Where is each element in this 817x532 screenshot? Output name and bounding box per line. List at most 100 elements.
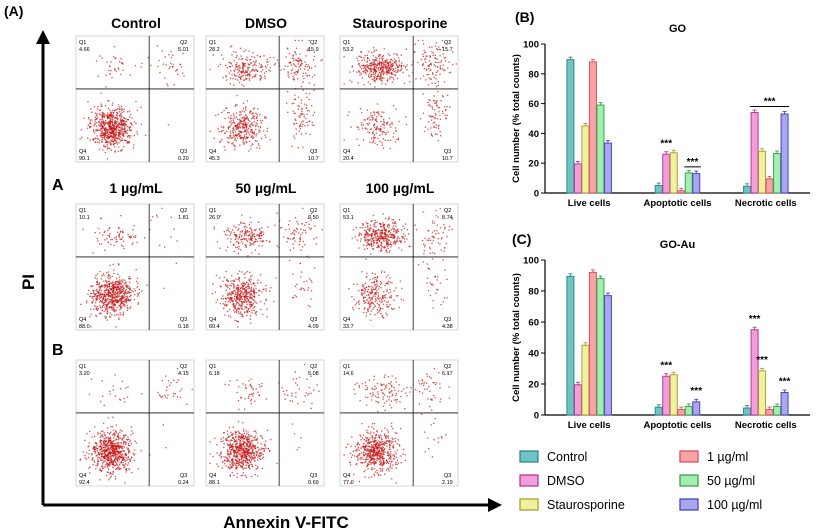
chart-y-tick-label: 0 xyxy=(534,189,539,200)
quadrant-q3-value: 10.7 xyxy=(308,156,319,162)
bar-1-g-ml-live-cells xyxy=(588,271,597,416)
quadrant-q1-label: Q1 xyxy=(209,40,216,46)
row-label-a: A xyxy=(52,177,64,194)
chart-y-tick-label: 100 xyxy=(523,256,539,267)
quadrant-q2-label: Q2 xyxy=(444,208,451,214)
col-title-50ug: 50 µg/mL xyxy=(236,180,297,196)
chart-ylabel: Cell number (% total counts) xyxy=(511,273,522,402)
bar-staurosporine-live-cells xyxy=(581,125,590,194)
quadrant-q1-label: Q1 xyxy=(343,208,350,214)
flow-plot-frame xyxy=(205,359,325,487)
flow-plot-dots xyxy=(79,45,185,160)
flow-plot-frame xyxy=(75,203,195,331)
bar-50-g-ml-live-cells xyxy=(596,104,605,194)
quadrant-q2-value: 9.50 xyxy=(308,215,319,221)
bar-100-g-ml-live-cells xyxy=(603,142,612,194)
legend-label: 50 µg/ml xyxy=(707,474,755,488)
quadrant-q1-value: 10.1 xyxy=(79,215,90,221)
chart-y-tick-label: 40 xyxy=(528,129,539,140)
bar-1-g-ml-necrotic-cells xyxy=(765,409,774,416)
flow-plot-dots xyxy=(343,39,457,150)
col-title-control: Control xyxy=(111,15,161,31)
quadrant-q2-label: Q2 xyxy=(444,364,451,370)
quadrant-q3-label: Q3 xyxy=(180,473,187,479)
bar-1-g-ml-necrotic-cells xyxy=(765,178,774,194)
quadrant-q1-label: Q1 xyxy=(79,40,86,46)
bar-staurosporine-live-cells xyxy=(581,344,590,416)
quadrant-q3-label: Q3 xyxy=(444,149,451,155)
legend-swatch xyxy=(519,498,539,511)
bar-50-g-ml-apoptotic-cells xyxy=(684,405,693,416)
quadrant-q4-label: Q4 xyxy=(209,149,216,155)
y-axis-label-pi: PI xyxy=(19,274,38,290)
bar-50-g-ml-necrotic-cells xyxy=(773,405,782,416)
legend-item-0: Control xyxy=(519,450,587,464)
chart-category-label: Apoptotic cells xyxy=(643,420,711,431)
chart-y-tick-label: 60 xyxy=(528,99,539,110)
quadrant-q3-label: Q3 xyxy=(180,149,187,155)
quadrant-q2-value: 4.15 xyxy=(178,371,189,377)
bar-chart-go-au: GO-Au Cell number (% total counts) 0 20 40 60… xyxy=(511,239,810,431)
bar-control-necrotic-cells xyxy=(743,185,752,194)
chart-y-tick-label: 40 xyxy=(528,349,539,360)
significance-marker: *** xyxy=(687,157,699,168)
legend-swatch xyxy=(679,450,699,463)
legend-label: 1 µg/ml xyxy=(707,450,748,464)
quadrant-q1-value: 4.66 xyxy=(79,47,90,53)
quadrant-q2-label: Q2 xyxy=(310,364,317,370)
chart-category-label: Necrotic cells xyxy=(735,420,797,431)
quadrant-q1-label: Q1 xyxy=(343,364,350,370)
col-title-staurosporine: Staurosporine xyxy=(353,15,448,31)
panel-label-b: (B) xyxy=(515,9,534,25)
quadrant-q2-value: 8.74 xyxy=(442,215,453,221)
quadrant-q2-value: 6.17 xyxy=(442,371,453,377)
legend-swatch xyxy=(519,450,539,463)
quadrant-q3-value: 4.09 xyxy=(308,324,319,330)
quadrant-q3-label: Q3 xyxy=(444,317,451,323)
quadrant-q4-label: Q4 xyxy=(343,473,350,479)
chart-y-tick-label: 80 xyxy=(528,287,539,298)
legend-swatch xyxy=(519,474,539,487)
legend-item-2: Staurosporine xyxy=(519,498,625,512)
quadrant-q1-label: Q1 xyxy=(79,208,86,214)
bar-dmso-apoptotic-cells xyxy=(662,375,671,416)
bar-100-g-ml-live-cells xyxy=(603,295,612,416)
quadrant-q4-label: Q4 xyxy=(209,317,216,323)
bar-dmso-necrotic-cells xyxy=(750,329,759,416)
flow-plot-grid: Q14.66Q25.01Q490.1Q30.20Q128.2Q215.9Q445… xyxy=(75,35,459,487)
significance-marker: *** xyxy=(660,360,672,371)
legend-label: Staurosporine xyxy=(547,498,625,512)
significance-marker: *** xyxy=(660,138,672,149)
quadrant-q1-value: 28.2 xyxy=(209,47,220,53)
bar-staurosporine-apoptotic-cells xyxy=(669,152,678,194)
bar-control-apoptotic-cells xyxy=(654,406,663,416)
chart-title: GO-Au xyxy=(660,239,695,251)
flow-plot-dots xyxy=(209,363,320,478)
bar-dmso-necrotic-cells xyxy=(750,112,759,194)
quadrant-q4-value: 60.4 xyxy=(209,324,220,330)
quadrant-q4-value: 77.0 xyxy=(343,480,354,486)
quadrant-q4-label: Q4 xyxy=(79,473,86,479)
bar-dmso-apoptotic-cells xyxy=(662,153,671,194)
quadrant-q3-label: Q3 xyxy=(310,473,317,479)
col-title-dmso: DMSO xyxy=(245,15,287,31)
quadrant-q3-label: Q3 xyxy=(310,149,317,155)
quadrant-q2-label: Q2 xyxy=(444,40,451,46)
quadrant-q4-value: 88.1 xyxy=(209,480,220,486)
quadrant-q2-label: Q2 xyxy=(180,364,187,370)
bar-1-g-ml-apoptotic-cells xyxy=(677,190,686,194)
legend-item-5: 100 µg/ml xyxy=(679,498,762,512)
bar-control-live-cells xyxy=(566,59,575,194)
quadrant-q4-label: Q4 xyxy=(209,473,216,479)
bar-100-g-ml-necrotic-cells xyxy=(780,113,789,194)
bar-control-live-cells xyxy=(566,275,575,416)
bar-staurosporine-apoptotic-cells xyxy=(669,374,678,416)
chart-title: GO xyxy=(669,23,687,35)
legend-item-4: 50 µg/ml xyxy=(679,474,755,488)
bar-50-g-ml-apoptotic-cells xyxy=(684,172,693,194)
quadrant-q1-value: 53.2 xyxy=(343,47,354,53)
